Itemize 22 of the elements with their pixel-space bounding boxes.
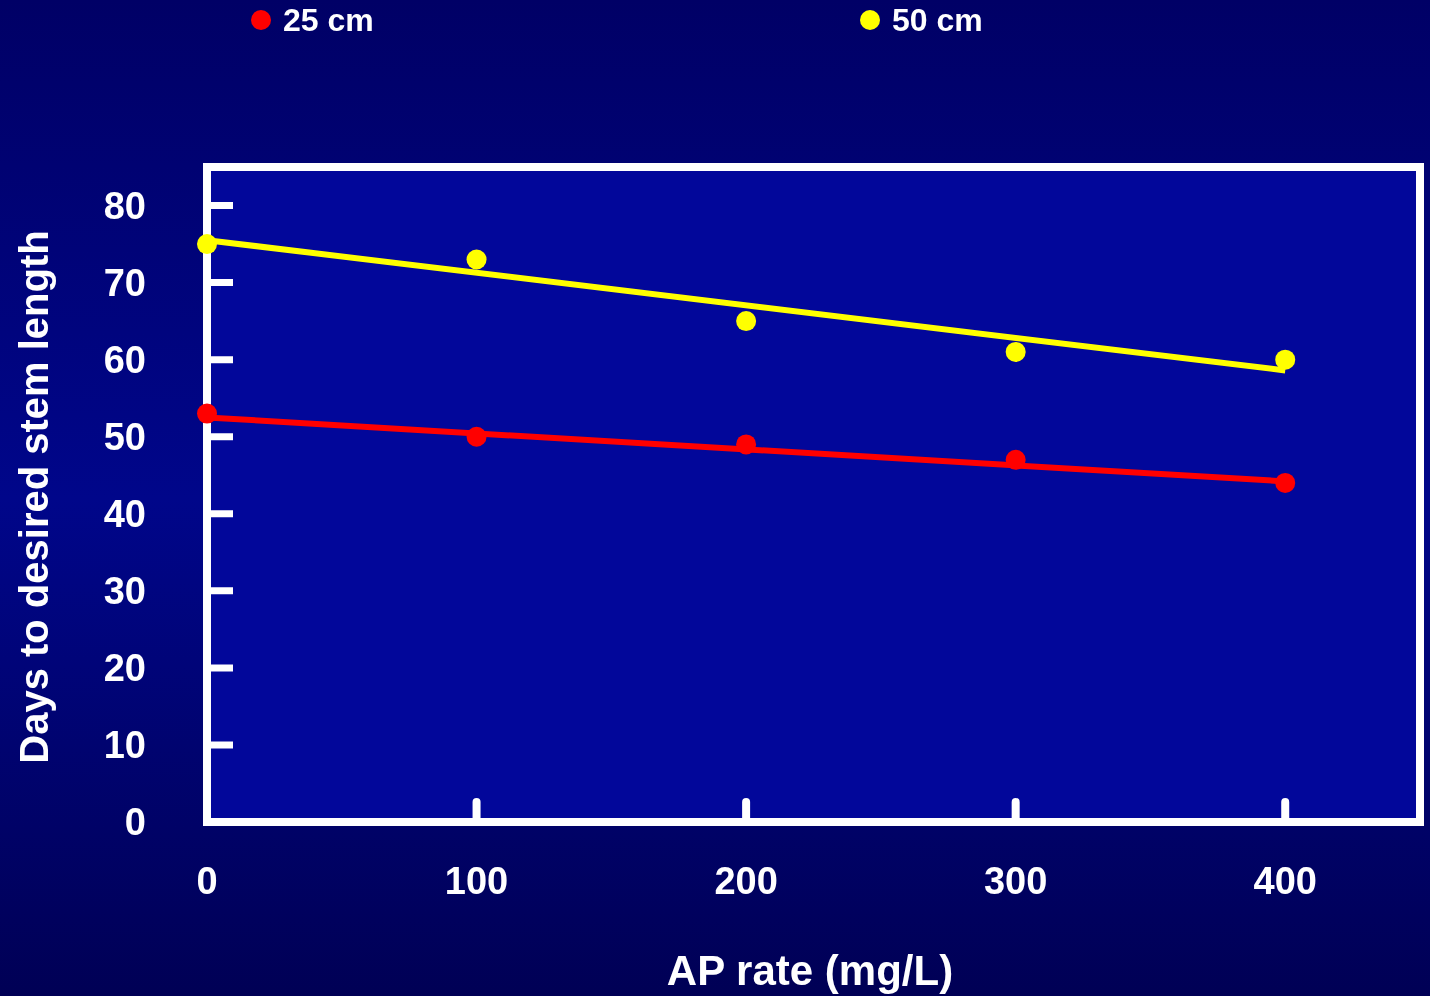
x-tick-label: 100 [444, 860, 509, 902]
x-axis-title: AP rate (mg/L) [666, 947, 954, 994]
x-tick-label: 300 [983, 860, 1048, 902]
y-tick-label: 50 [103, 416, 146, 459]
point [736, 311, 757, 332]
x-tick-label: 0 [196, 860, 218, 902]
point [1005, 341, 1026, 362]
y-tick-label: 60 [103, 338, 146, 381]
x-tick-label: 200 [714, 860, 778, 902]
y-tick-label: 80 [103, 184, 146, 227]
y-axis-title: Days to desired stem length [12, 230, 56, 764]
legend-label: 50 cm [892, 2, 983, 39]
y-tick-label: 40 [103, 493, 146, 536]
y-tick-label: 0 [124, 801, 146, 844]
y-tick-label: 70 [103, 261, 146, 304]
x-tick-label: 400 [1253, 860, 1317, 902]
point [466, 249, 487, 270]
point [1275, 349, 1296, 370]
y-tick-label: 20 [103, 647, 146, 690]
y-tick-label: 10 [103, 724, 146, 767]
y-tick-label: 30 [103, 570, 146, 613]
legend-label: 25 cm [283, 2, 374, 39]
